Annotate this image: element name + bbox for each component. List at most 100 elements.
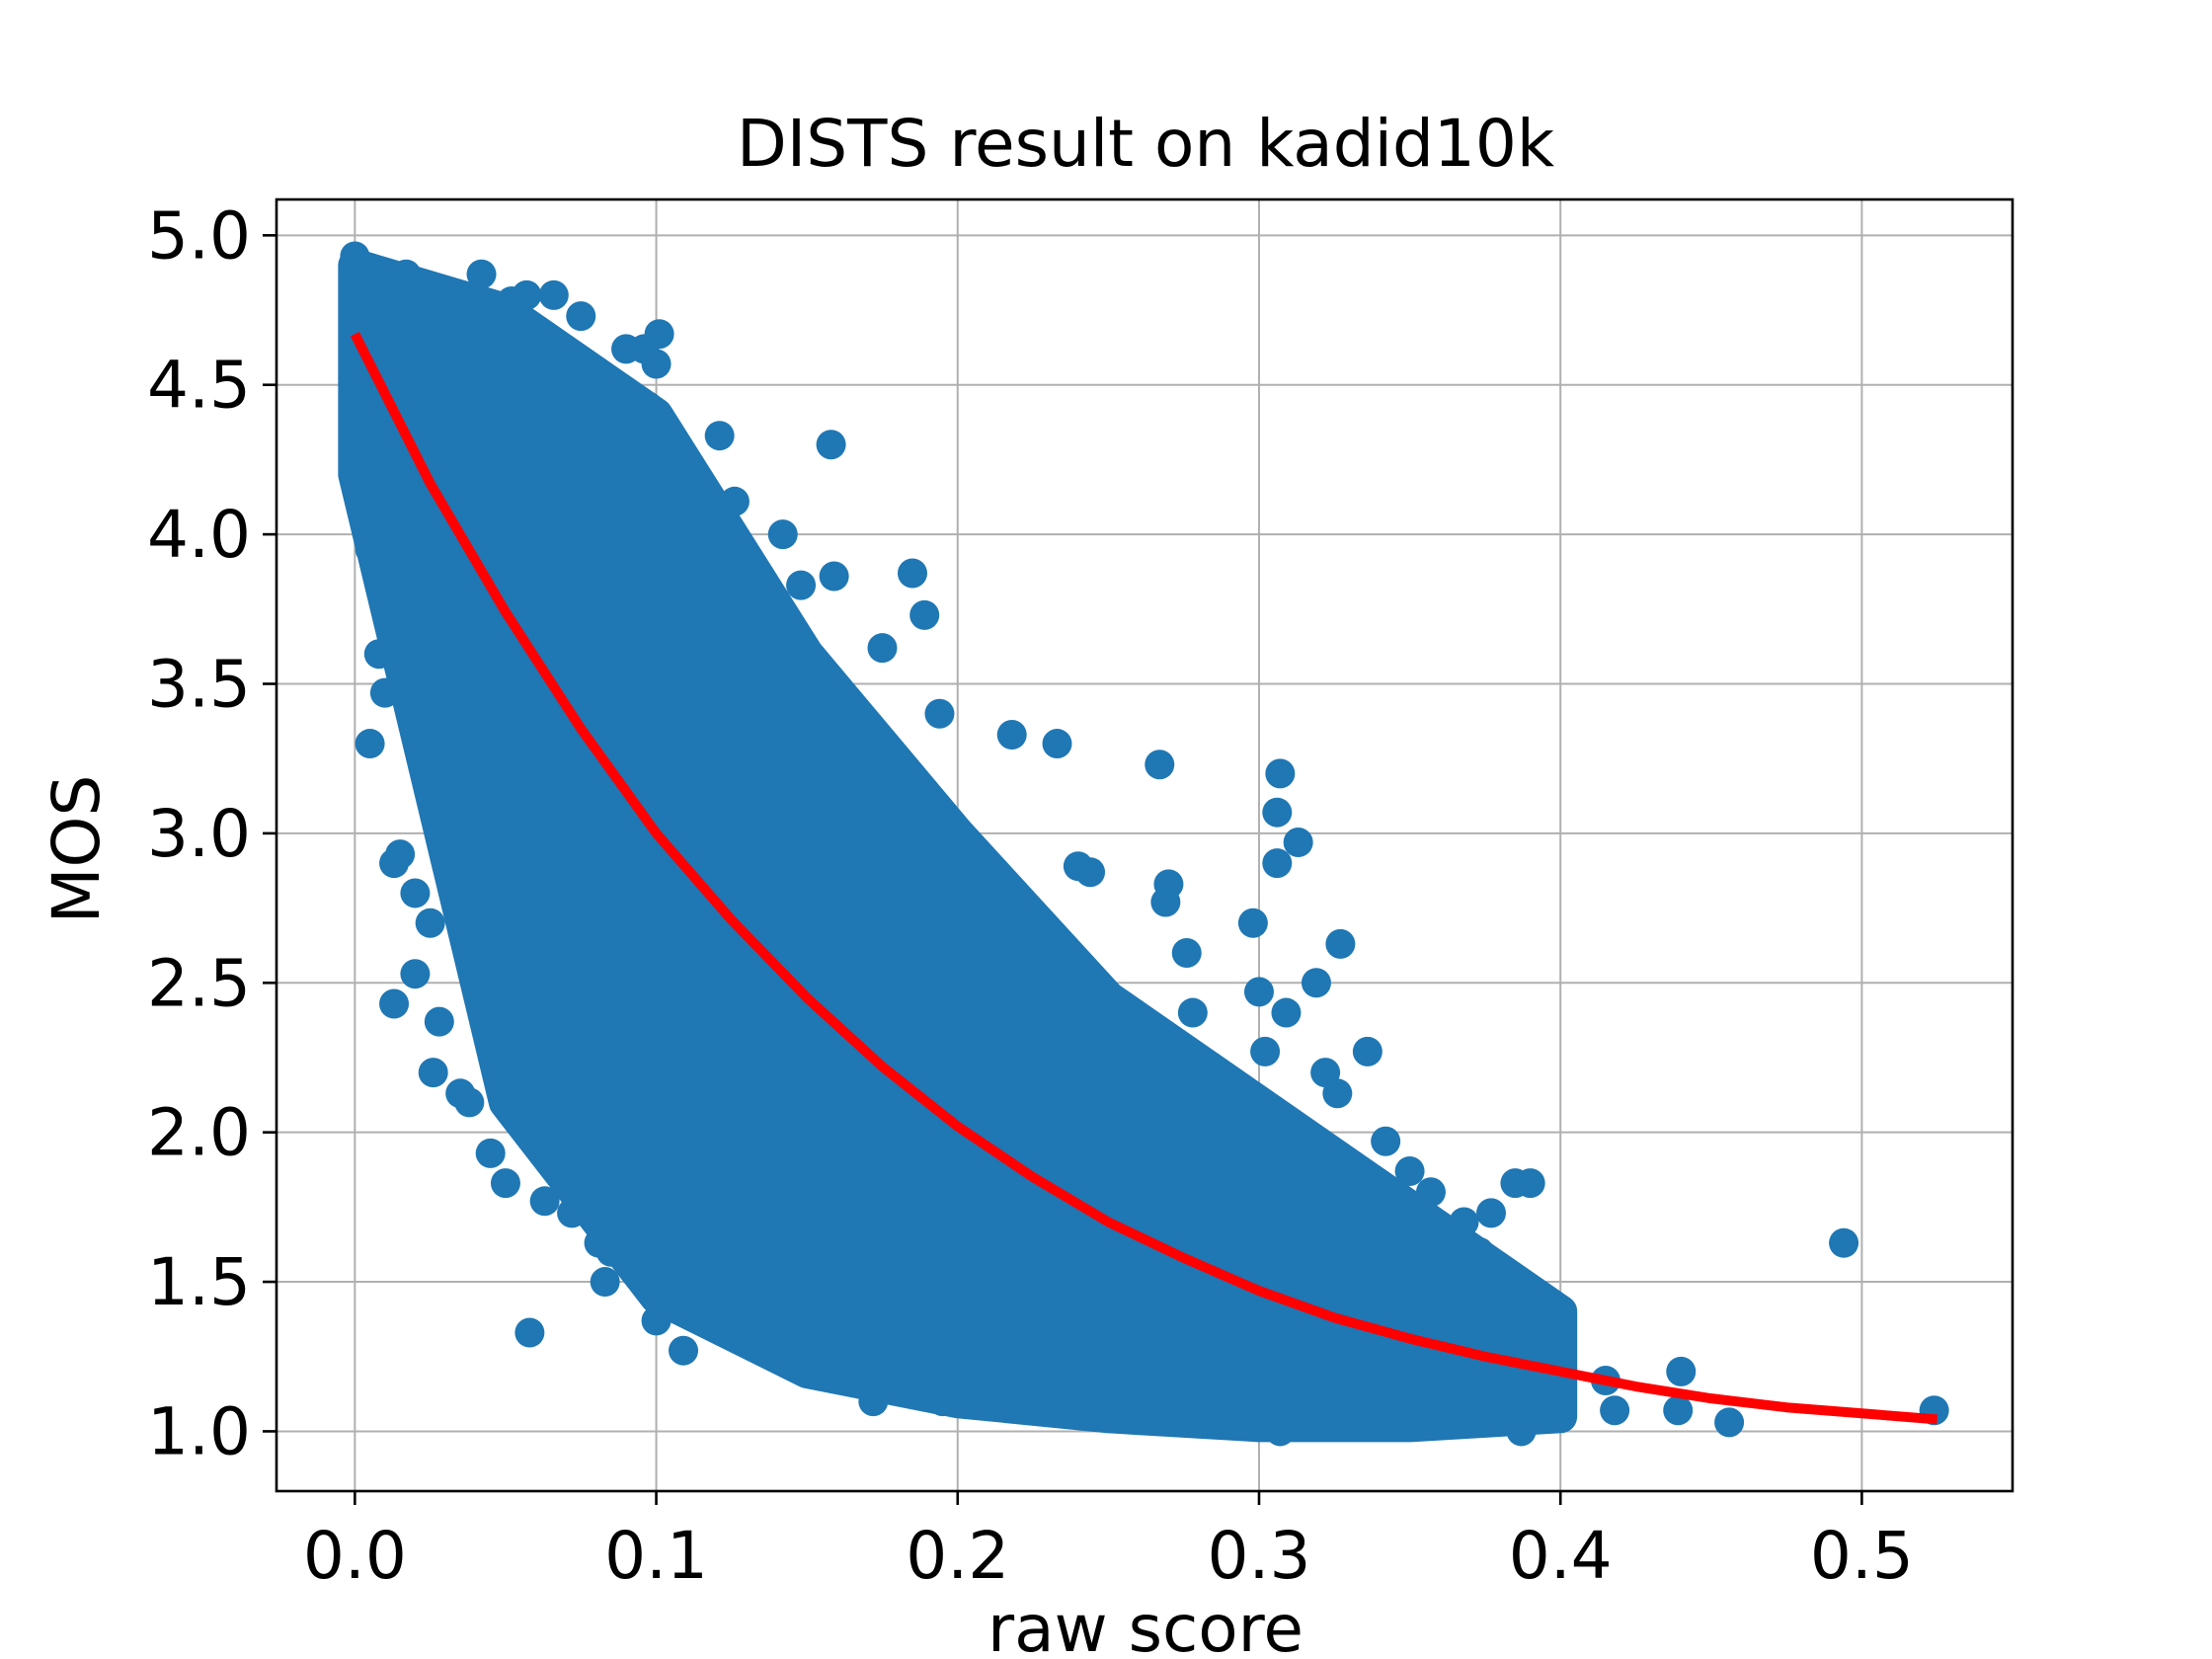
scatter-point xyxy=(340,241,370,272)
scatter-point xyxy=(1352,1036,1382,1066)
scatter-point xyxy=(1150,887,1181,917)
scatter-point xyxy=(701,1305,732,1336)
scatter-point xyxy=(669,1335,699,1366)
scatter-point xyxy=(512,279,542,310)
scatter-point xyxy=(379,848,410,879)
scatter-point xyxy=(1313,1407,1344,1438)
scatter-point xyxy=(590,1267,620,1298)
scatter-point xyxy=(1145,750,1175,780)
scatter-point xyxy=(1265,758,1296,789)
scatter-point xyxy=(996,719,1027,750)
scatter-point xyxy=(1394,1156,1425,1187)
scatter-point xyxy=(566,301,596,332)
x-axis-ticks: 0.0 0.1 0.2 0.3 0.4 0.5 xyxy=(303,1491,1914,1594)
x-axis-label: raw score xyxy=(988,1591,1304,1659)
x-tick-label: 0.1 xyxy=(604,1518,708,1594)
y-tick-label: 3.0 xyxy=(147,796,251,872)
scatter-point xyxy=(1250,1036,1281,1066)
scatter-point xyxy=(355,534,385,565)
scatter-point xyxy=(1171,938,1202,968)
scatter-point xyxy=(1400,1227,1431,1258)
scatter-points xyxy=(340,241,1949,1447)
scatter-point xyxy=(1283,827,1313,857)
scatter-point xyxy=(982,1378,1012,1408)
scatter-point xyxy=(514,1317,545,1348)
scatter-point xyxy=(719,486,750,516)
scatter-point xyxy=(1600,1395,1630,1426)
scatter-point xyxy=(909,599,940,630)
scatter-point xyxy=(400,959,431,989)
scatter-point xyxy=(475,1138,506,1168)
scatter-point xyxy=(1301,968,1331,998)
scatter-point xyxy=(355,729,385,759)
scatter-point xyxy=(1533,1305,1563,1336)
scatter-point xyxy=(1271,997,1302,1028)
scatter-point xyxy=(767,519,798,550)
x-tick-label: 0.4 xyxy=(1509,1518,1613,1594)
scatter-point xyxy=(490,1168,520,1199)
scatter-dense-band xyxy=(338,248,1578,1443)
scatter-point xyxy=(529,1186,560,1217)
scatter-point xyxy=(897,558,927,589)
dense-scatter-region xyxy=(338,248,1578,1443)
scatter-point xyxy=(418,1058,448,1088)
scatter-point xyxy=(632,390,663,421)
x-tick-label: 0.0 xyxy=(303,1518,407,1594)
scatter-point xyxy=(1449,1207,1479,1237)
x-tick-label: 0.3 xyxy=(1207,1518,1310,1594)
scatter-point xyxy=(924,698,955,729)
scatter-point xyxy=(1714,1407,1745,1438)
scatter-point xyxy=(400,878,431,908)
y-axis-label: MOS xyxy=(39,775,115,924)
scatter-point xyxy=(340,459,370,490)
scatter-point xyxy=(819,561,849,592)
scatter-point xyxy=(1262,848,1293,879)
scatter-point xyxy=(424,1006,454,1037)
scatter-point xyxy=(1021,1378,1052,1408)
scatter-point xyxy=(1322,1078,1353,1109)
scatter-point xyxy=(867,633,898,664)
scatter-point xyxy=(595,1236,626,1267)
fit-curve-group xyxy=(350,331,1938,1425)
scatter-point xyxy=(927,1386,958,1417)
scatter-point xyxy=(704,421,735,451)
scatter-point xyxy=(1075,857,1106,888)
scatter-point xyxy=(1265,1416,1296,1447)
scatter-point xyxy=(363,639,394,670)
scatter-point xyxy=(1237,908,1268,938)
y-tick-label: 4.0 xyxy=(147,497,251,573)
scatter-point xyxy=(369,259,400,289)
x-tick-label: 0.2 xyxy=(906,1518,1009,1594)
scatter-point xyxy=(1663,1395,1694,1426)
scatter-point xyxy=(538,279,569,310)
scatter-point xyxy=(1415,1177,1446,1208)
plot-frame xyxy=(275,198,2014,1493)
y-tick-label: 2.5 xyxy=(147,945,251,1021)
y-tick-label: 4.5 xyxy=(147,348,251,424)
scatter-point xyxy=(1829,1227,1859,1258)
scatter-point xyxy=(1042,729,1072,759)
fit-curve xyxy=(350,331,1938,1425)
y-tick-label: 3.5 xyxy=(147,647,251,723)
scatter-point xyxy=(557,1198,588,1228)
scatter-point xyxy=(641,1305,672,1336)
x-tick-label: 0.5 xyxy=(1810,1518,1914,1594)
scatter-point xyxy=(644,319,674,350)
y-tick-label: 5.0 xyxy=(147,198,251,274)
scatter-point xyxy=(1666,1356,1697,1386)
scatter-point xyxy=(1371,1126,1401,1156)
scatter-point xyxy=(454,1087,485,1118)
scatter-point xyxy=(1325,928,1356,959)
scatter-point xyxy=(1262,797,1293,828)
scatter-point xyxy=(391,259,422,289)
scatter-point xyxy=(1515,1168,1545,1199)
y-tick-label: 1.0 xyxy=(147,1393,251,1469)
scatter-point xyxy=(1463,1236,1494,1267)
y-tick-label: 2.0 xyxy=(147,1095,251,1171)
scatter-point xyxy=(858,1386,889,1417)
scatter-point xyxy=(369,677,400,708)
y-tick-label: 1.5 xyxy=(147,1244,251,1320)
scatter-point xyxy=(816,430,846,460)
scatter-point xyxy=(1177,997,1208,1028)
